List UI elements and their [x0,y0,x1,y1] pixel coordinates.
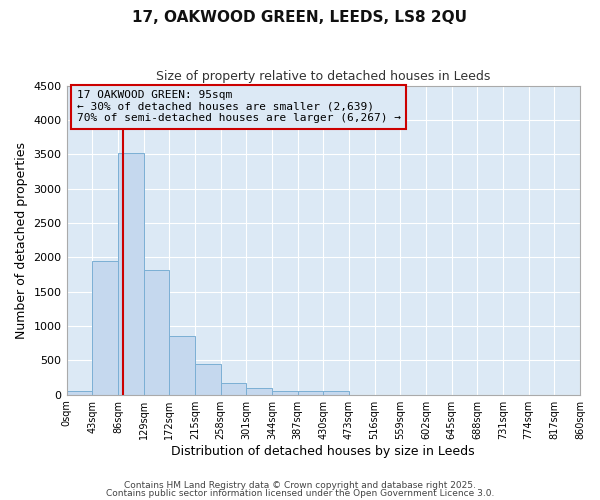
Bar [67,392,92,394]
Bar [169,336,195,394]
X-axis label: Distribution of detached houses by size in Leeds: Distribution of detached houses by size … [172,444,475,458]
Bar [246,388,272,394]
Text: 17, OAKWOOD GREEN, LEEDS, LS8 2QU: 17, OAKWOOD GREEN, LEEDS, LS8 2QU [133,10,467,25]
Bar [272,390,298,394]
Text: Contains public sector information licensed under the Open Government Licence 3.: Contains public sector information licen… [106,488,494,498]
Bar [118,153,143,394]
Bar [92,260,118,394]
Title: Size of property relative to detached houses in Leeds: Size of property relative to detached ho… [156,70,490,83]
Text: 17 OAKWOOD GREEN: 95sqm
← 30% of detached houses are smaller (2,639)
70% of semi: 17 OAKWOOD GREEN: 95sqm ← 30% of detache… [77,90,401,124]
Bar [323,392,349,394]
Bar [143,270,169,394]
Bar [221,383,246,394]
Bar [298,392,323,394]
Text: Contains HM Land Registry data © Crown copyright and database right 2025.: Contains HM Land Registry data © Crown c… [124,481,476,490]
Y-axis label: Number of detached properties: Number of detached properties [15,142,28,338]
Bar [195,364,221,394]
